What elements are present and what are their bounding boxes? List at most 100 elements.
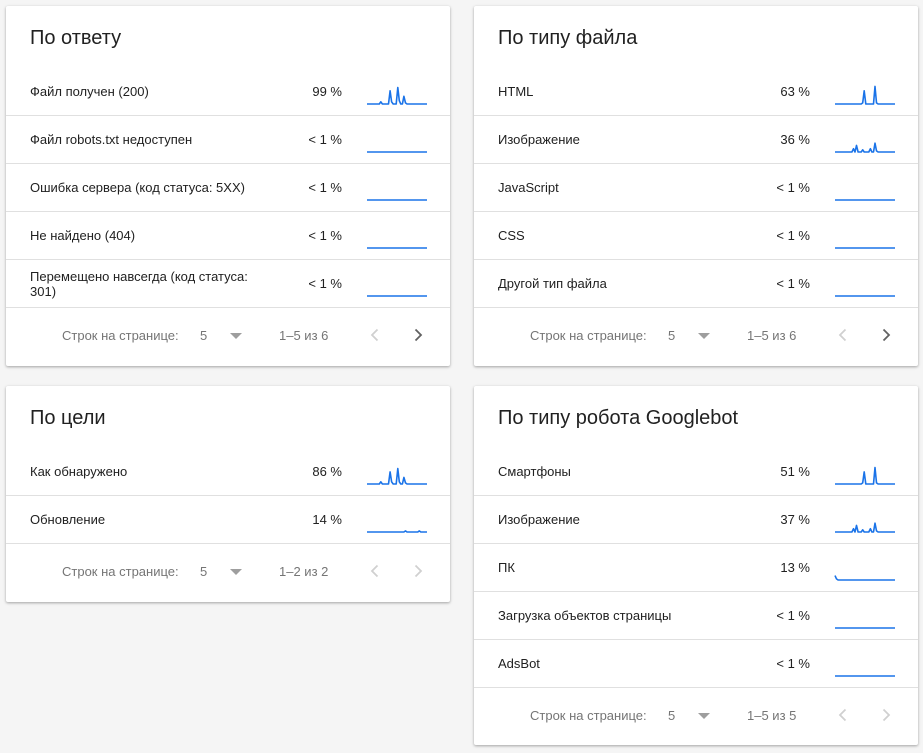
rows-per-page-select[interactable]: 5 <box>200 328 208 343</box>
sparkline-line <box>367 86 427 105</box>
table-row[interactable]: Как обнаружено 86 % <box>6 448 450 496</box>
row-sparkline <box>366 506 428 534</box>
row-percent: 51 % <box>780 464 810 479</box>
sparkline-chart <box>367 86 427 105</box>
sparkline-chart <box>835 247 895 249</box>
pagination: Строк на странице: 5 1–5 из 6 <box>474 308 918 364</box>
rows-per-page-select[interactable]: 5 <box>668 328 676 343</box>
row-percent: 37 % <box>780 512 810 527</box>
table-row[interactable]: HTML 63 % <box>474 68 918 116</box>
sparkline-line <box>834 575 895 581</box>
page-range: 1–5 из 6 <box>747 328 797 343</box>
row-percent: 99 % <box>312 84 342 99</box>
row-percent: < 1 % <box>776 656 810 671</box>
caret-down-icon[interactable] <box>698 713 710 719</box>
sparkline-line <box>835 522 895 533</box>
pagination: Строк на странице: 5 1–5 из 5 <box>474 688 918 744</box>
card-title: По типу робота Googlebot <box>498 407 739 429</box>
sparkline-line <box>835 466 895 485</box>
sparkline-chart <box>835 142 895 153</box>
row-percent: < 1 % <box>308 132 342 147</box>
page-range: 1–5 из 5 <box>747 708 797 723</box>
table-row[interactable]: Другой тип файла < 1 % <box>474 260 918 308</box>
table-row[interactable]: ПК 13 % <box>474 544 918 592</box>
row-percent: 36 % <box>780 132 810 147</box>
sparkline-chart <box>835 199 895 201</box>
pagination: Строк на странице: 5 1–2 из 2 <box>6 544 450 600</box>
row-sparkline <box>366 458 428 486</box>
row-sparkline <box>366 270 428 298</box>
sparkline-chart <box>367 199 427 201</box>
sparkline-chart <box>835 675 895 677</box>
caret-down-icon[interactable] <box>230 333 242 339</box>
table-row[interactable]: AdsBot < 1 % <box>474 640 918 688</box>
sparkline-line <box>835 142 895 153</box>
row-sparkline <box>834 458 896 486</box>
table-row[interactable]: Ошибка сервера (код статуса: 5XX) < 1 % <box>6 164 450 212</box>
card-title: По ответу <box>30 27 122 49</box>
table-row[interactable]: Перемещено навсегда (код статуса: 301) <… <box>6 260 450 308</box>
row-percent: < 1 % <box>308 228 342 243</box>
row-label: HTML <box>498 84 534 99</box>
row-label: ПК <box>498 560 515 575</box>
table-row[interactable]: CSS < 1 % <box>474 212 918 260</box>
chevron-left-icon[interactable] <box>365 561 385 581</box>
table-row[interactable]: Смартфоны 51 % <box>474 448 918 496</box>
row-sparkline <box>834 78 896 106</box>
row-percent: < 1 % <box>308 276 342 291</box>
row-label: AdsBot <box>498 656 540 671</box>
caret-down-icon[interactable] <box>230 569 242 575</box>
row-label: CSS <box>498 228 525 243</box>
table-row[interactable]: Не найдено (404) < 1 % <box>6 212 450 260</box>
row-percent: 14 % <box>312 512 342 527</box>
row-percent: 13 % <box>780 560 810 575</box>
row-label: Смартфоны <box>498 464 571 479</box>
row-sparkline <box>834 174 896 202</box>
row-sparkline <box>834 506 896 534</box>
page-range: 1–5 из 6 <box>279 328 329 343</box>
table-row[interactable]: Изображение 36 % <box>474 116 918 164</box>
card-title: По типу файла <box>498 27 638 49</box>
row-label: Изображение <box>498 132 580 147</box>
caret-down-icon[interactable] <box>698 333 710 339</box>
row-label: Ошибка сервера (код статуса: 5XX) <box>30 180 245 195</box>
table-row[interactable]: Изображение 37 % <box>474 496 918 544</box>
card-by-response: По ответу Файл получен (200) 99 % Файл r… <box>6 6 450 366</box>
table-row[interactable]: Файл robots.txt недоступен < 1 % <box>6 116 450 164</box>
row-label: Как обнаружено <box>30 464 128 479</box>
row-label: Файл robots.txt недоступен <box>30 132 193 147</box>
row-sparkline <box>834 222 896 250</box>
table-row[interactable]: Обновление 14 % <box>6 496 450 544</box>
row-sparkline <box>834 650 896 678</box>
table-row[interactable]: Файл получен (200) 99 % <box>6 68 450 116</box>
row-percent: < 1 % <box>776 276 810 291</box>
sparkline-chart <box>367 151 427 153</box>
chevron-right-icon[interactable] <box>876 705 896 725</box>
rows-per-page-select[interactable]: 5 <box>668 708 676 723</box>
table-row[interactable]: JavaScript < 1 % <box>474 164 918 212</box>
sparkline-line <box>367 530 427 533</box>
row-label: Файл получен (200) <box>30 84 149 99</box>
row-sparkline <box>366 78 428 106</box>
page-range: 1–2 из 2 <box>279 564 329 579</box>
chevron-left-icon[interactable] <box>365 325 385 345</box>
pagination: Строк на странице: 5 1–5 из 6 <box>6 308 450 364</box>
chevron-right-icon[interactable] <box>876 325 896 345</box>
row-sparkline <box>834 270 896 298</box>
chevron-left-icon[interactable] <box>833 325 853 345</box>
chevron-left-icon[interactable] <box>833 705 853 725</box>
row-percent: 63 % <box>780 84 810 99</box>
sparkline-chart <box>367 295 427 297</box>
table-row[interactable]: Загрузка объектов страницы < 1 % <box>474 592 918 640</box>
row-sparkline <box>366 222 428 250</box>
card-by-purpose: По цели Как обнаружено 86 % Обновление 1… <box>6 386 450 602</box>
rows-per-page-select[interactable]: 5 <box>200 564 208 579</box>
row-sparkline <box>366 126 428 154</box>
rows-per-page-label: Строк на странице: <box>530 328 647 343</box>
chevron-right-icon[interactable] <box>408 325 428 345</box>
row-label: Перемещено навсегда (код статуса: 301) <box>30 268 248 299</box>
row-label: Изображение <box>498 512 580 527</box>
sparkline-line <box>835 85 895 105</box>
chevron-right-icon[interactable] <box>408 561 428 581</box>
sparkline-chart <box>367 530 427 533</box>
